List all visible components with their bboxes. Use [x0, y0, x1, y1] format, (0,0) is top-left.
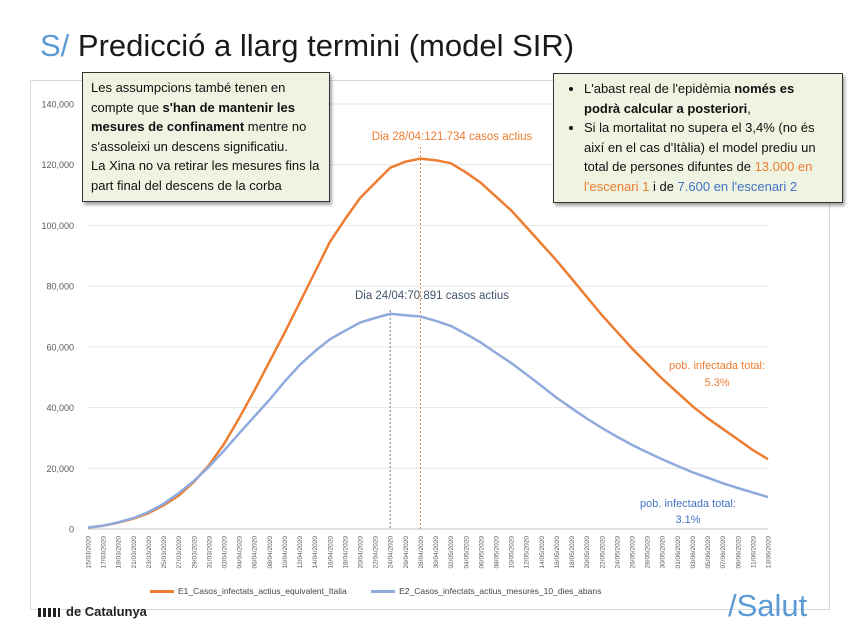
scenario2-deaths: 7.600 en l'escenari 2 — [677, 178, 798, 194]
y-tick-label: 80,000 — [46, 282, 74, 292]
footer-left-text: de Catalunya — [66, 604, 147, 619]
x-tick-label: 12/05/2020 — [524, 536, 531, 569]
scenario1-deaths: 13.000 en l'escenari 1 — [584, 159, 813, 194]
legend-label-e2: E2_Casos_infectats_actius_mesures_10_die… — [399, 586, 602, 596]
series-line-2 — [87, 312, 769, 529]
callout-paragraph-2: La Xina no va retirar les mesures fins l… — [91, 158, 320, 193]
x-tick-label: 18/05/2020 — [569, 536, 576, 569]
x-tick-label: 24/04/2020 — [388, 536, 395, 569]
x-tick-label: 22/04/2020 — [373, 536, 380, 569]
x-tick-label: 26/04/2020 — [403, 536, 410, 569]
x-tick-label: 13/06/2020 — [766, 536, 773, 569]
x-tick-label: 16/05/2020 — [554, 536, 561, 569]
total2-label-line2: 3.1% — [675, 514, 700, 526]
y-tick-label: 100,000 — [41, 221, 74, 231]
footer-logo-text: de Catalunya — [38, 604, 147, 619]
peak-markers — [389, 147, 421, 529]
bullet-item-1: L'abast real de l'epidèmia només es podr… — [584, 79, 832, 118]
x-tick-label: 08/05/2020 — [494, 536, 501, 569]
series-line-1 — [87, 157, 769, 529]
bullet-text: L'abast real de l'epidèmia — [584, 81, 735, 96]
callout-paragraph-1: Les assumpcions també tenen en compte qu… — [91, 78, 321, 156]
x-tick-label: 20/05/2020 — [584, 536, 591, 569]
x-tick-label: 11/06/2020 — [750, 536, 757, 568]
mortality-callout: L'abast real de l'epidèmia només es podr… — [553, 73, 843, 203]
x-tick-label: 12/04/2020 — [297, 536, 304, 569]
x-tick-label: 30/05/2020 — [660, 536, 667, 569]
x-tick-label: 25/03/2020 — [161, 536, 168, 569]
assumptions-callout: Les assumpcions també tenen en compte qu… — [82, 72, 330, 202]
x-tick-label: 24/05/2020 — [614, 536, 621, 569]
callout-text: Les assumpcions també tenen en compte qu… — [91, 80, 286, 115]
y-tick-label: 120,000 — [41, 160, 74, 170]
chart-legend: E1_Casos_infectats_actius_equivalent_Ita… — [150, 586, 623, 596]
x-tick-label: 04/05/2020 — [463, 536, 470, 569]
y-tick-label: 40,000 — [46, 403, 74, 413]
x-tick-label: 22/05/2020 — [599, 536, 606, 569]
x-tick-labels: 15/03/2020 17/03/2020 19/03/2020 21/03/2020… — [86, 536, 773, 569]
x-tick-label: 04/04/2020 — [237, 536, 244, 569]
x-tick-label: 18/04/2020 — [342, 536, 349, 569]
x-tick-label: 20/04/2020 — [358, 536, 365, 569]
x-tick-label: 14/05/2020 — [539, 536, 546, 569]
title-text: Predicció a llarg termini (model SIR) — [77, 28, 575, 63]
chart-frame — [30, 80, 830, 610]
legend-item-e1: E1_Casos_infectats_actius_equivalent_Ita… — [150, 586, 347, 596]
x-tick-label: 17/03/2020 — [101, 536, 108, 569]
total1-label-line1: pob. infectada total: — [669, 360, 765, 372]
x-tick-label: 15/03/2020 — [86, 536, 93, 569]
y-tick-labels: 0 20,000 40,000 60,000 80,000 100,000 120,000 1… — [41, 100, 74, 535]
generalitat-logo-icon — [38, 608, 60, 618]
x-tick-label: 08/04/2020 — [267, 536, 274, 569]
peak2-annotation: Dia 24/04:70.891 casos actius — [355, 290, 509, 302]
legend-swatch-e2 — [371, 590, 396, 594]
x-tick-label: 07/06/2020 — [720, 536, 727, 569]
x-tick-label: 06/04/2020 — [252, 536, 259, 569]
bullet-text: Si la mortalitat no supera el 3,4% (no é… — [584, 120, 816, 174]
x-tick-label: 29/03/2020 — [191, 536, 198, 569]
legend-item-e2: E2_Casos_infectats_actius_mesures_10_die… — [371, 586, 601, 596]
legend-swatch-e1 — [150, 590, 174, 594]
x-tick-label: 02/04/2020 — [222, 536, 229, 569]
y-tick-label: 140,000 — [41, 100, 74, 110]
x-tick-label: 10/05/2020 — [509, 536, 516, 569]
x-tick-label: 16/04/2020 — [327, 536, 334, 569]
x-tick-label: 27/03/2020 — [176, 536, 183, 569]
x-tick-label: 09/06/2020 — [735, 536, 742, 569]
x-tick-label: 26/05/2020 — [630, 536, 637, 569]
total1-label-line2: 5.3% — [704, 377, 729, 389]
y-tick-label: 20,000 — [46, 464, 74, 474]
x-tick-label: 05/06/2020 — [705, 536, 712, 569]
bullet-text: i de — [649, 178, 678, 194]
peak1-annotation: Dia 28/04:121.734 casos actius — [372, 131, 533, 143]
x-tick-label: 31/03/2020 — [206, 536, 213, 569]
callout-text: mentre no s'assoleixi un descens signifi… — [91, 119, 307, 154]
x-tick-label: 28/05/2020 — [645, 536, 652, 569]
x-tick-label: 23/03/2020 — [146, 536, 153, 569]
legend-label-e1: E1_Casos_infectats_actius_equivalent_Ita… — [178, 586, 347, 596]
total2-label-line1: pob. infectada total: — [640, 498, 736, 510]
y-tick-label: 0 — [69, 525, 74, 535]
x-tick-label: 14/04/2020 — [312, 536, 319, 569]
x-tick-label: 01/06/2020 — [675, 536, 682, 569]
x-tick-label: 02/05/2020 — [448, 536, 455, 569]
x-tick-label: 19/03/2020 — [116, 536, 123, 569]
page-title: S/ Predicció a llarg termini (model SIR) — [40, 28, 574, 64]
series-lines — [87, 157, 769, 529]
bullet-text: , — [747, 100, 751, 116]
callout-bullets: L'abast real de l'epidèmia només es podr… — [564, 79, 832, 196]
bullet-item-2: Si la mortalitat no supera el 3,4% (no é… — [584, 118, 832, 196]
title-prefix: S/ — [40, 28, 70, 63]
callout-bold-text: s'han de mantenir les mesures de confina… — [91, 99, 295, 135]
footer-salut-logo: /Salut — [728, 588, 808, 623]
x-tick-label: 28/04/2020 — [418, 536, 425, 569]
x-tick-label: 21/03/2020 — [131, 536, 138, 569]
x-tick-label: 03/06/2020 — [690, 536, 697, 569]
bullet-bold-text: només es podrà calcular a posteriori — [584, 81, 795, 116]
x-tick-label: 30/04/2020 — [433, 536, 440, 569]
y-tick-label: 60,000 — [46, 342, 74, 352]
x-tick-label: 06/05/2020 — [478, 536, 485, 569]
x-tick-label: 10/04/2020 — [282, 536, 289, 569]
